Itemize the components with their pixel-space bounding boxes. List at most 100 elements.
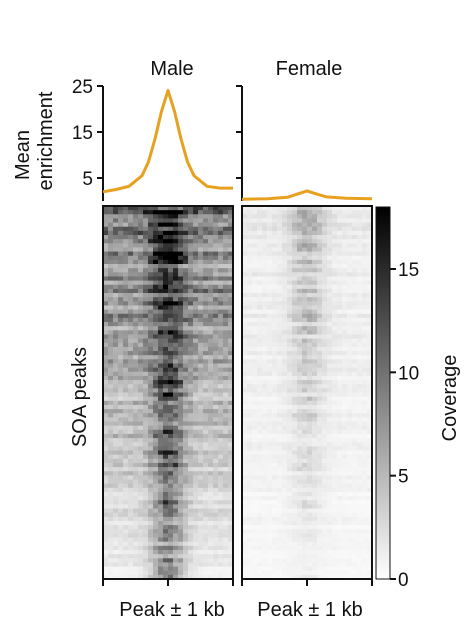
heatmap-cell xyxy=(183,251,189,257)
heatmap-cell xyxy=(128,446,134,451)
heatmap-cell xyxy=(302,413,308,418)
heatmap-cell xyxy=(252,346,258,352)
heatmap-cell xyxy=(252,317,258,323)
heatmap-cell xyxy=(247,409,253,414)
heatmap-cell xyxy=(302,392,308,398)
heatmap-cell xyxy=(262,392,268,398)
heatmap-cell xyxy=(307,235,313,240)
heatmap-cell xyxy=(242,338,248,344)
heatmap-cell xyxy=(362,512,368,518)
heatmap-cell xyxy=(123,471,129,476)
heatmap-cell xyxy=(178,516,184,522)
heatmap-cell xyxy=(322,454,328,460)
heatmap-cell xyxy=(138,508,144,514)
heatmap-cell xyxy=(302,541,308,547)
heatmap-cell xyxy=(143,438,149,443)
heatmap-cell xyxy=(218,570,224,576)
heatmap-cell xyxy=(218,462,224,468)
heatmap-cell xyxy=(277,520,283,526)
heatmap-cell xyxy=(322,218,328,223)
heatmap-cell xyxy=(267,533,273,538)
heatmap-cell xyxy=(193,483,199,489)
heatmap-cell xyxy=(272,462,278,468)
heatmap-cell xyxy=(357,355,363,360)
heatmap-cell xyxy=(252,309,258,315)
heatmap-cell xyxy=(118,284,124,290)
heatmap-cell xyxy=(242,541,248,547)
heatmap-cell xyxy=(367,326,373,331)
heatmap-cell xyxy=(252,467,258,472)
heatmap-cell xyxy=(332,235,338,240)
heatmap-cell xyxy=(188,313,194,319)
heatmap-cell xyxy=(352,462,358,468)
heatmap-cell xyxy=(123,222,129,228)
heatmap-cell xyxy=(198,479,204,485)
heatmap-cell xyxy=(362,334,368,340)
heatmap-cell xyxy=(277,516,283,522)
heatmap-cell xyxy=(352,525,358,530)
heatmap-cell xyxy=(203,471,209,476)
heatmap-cell xyxy=(133,235,139,240)
heatmap-cell xyxy=(317,235,323,240)
heatmap-cell xyxy=(252,409,258,414)
heatmap-cell xyxy=(257,512,263,518)
heatmap-cell xyxy=(108,346,114,352)
heatmap-cell xyxy=(168,558,174,563)
heatmap-cell xyxy=(223,421,229,427)
heatmap-cell xyxy=(267,512,273,518)
heatmap-cell xyxy=(252,417,258,422)
heatmap-cell xyxy=(168,491,174,497)
heatmap-cell xyxy=(108,508,114,514)
heatmap-cell xyxy=(178,305,184,311)
heatmap-cell xyxy=(317,288,323,294)
heatmap-cell xyxy=(158,508,164,514)
heatmap-cell xyxy=(302,268,308,273)
heatmap-cell xyxy=(168,479,174,485)
heatmap-cell xyxy=(128,375,134,381)
heatmap-cell xyxy=(242,483,248,489)
heatmap-cell xyxy=(257,288,263,294)
heatmap-cell xyxy=(118,235,124,240)
heatmap-cell xyxy=(228,388,234,393)
heatmap-cell xyxy=(342,533,348,538)
heatmap-cell xyxy=(108,218,114,223)
heatmap-cell xyxy=(342,326,348,331)
heatmap-cell xyxy=(252,475,258,480)
heatmap-cell xyxy=(332,210,338,215)
heatmap-cell xyxy=(327,206,333,211)
heatmap-cell xyxy=(183,475,189,480)
heatmap-cell xyxy=(108,288,114,294)
heatmap-cell xyxy=(257,226,263,232)
heatmap-cell xyxy=(143,342,149,348)
heatmap-cell xyxy=(173,375,179,381)
heatmap-cell xyxy=(173,247,179,252)
heatmap-cell xyxy=(143,293,149,298)
heatmap-cell xyxy=(272,338,278,344)
heatmap-cell xyxy=(213,529,219,534)
heatmap-cell xyxy=(367,359,373,364)
heatmap-cell xyxy=(143,230,149,236)
heatmap-cell xyxy=(118,574,124,580)
heatmap-cell xyxy=(332,487,338,493)
heatmap-cell xyxy=(252,280,258,286)
heatmap-cell xyxy=(322,338,328,344)
heatmap-cell xyxy=(228,458,234,464)
heatmap-cell xyxy=(168,541,174,547)
heatmap-cell xyxy=(123,549,129,555)
heatmap-cell xyxy=(337,338,343,344)
heatmap-cell xyxy=(327,500,333,505)
heatmap-cell xyxy=(158,496,164,501)
heatmap-cell xyxy=(322,214,328,219)
heatmap-cell xyxy=(193,297,199,302)
heatmap-cell xyxy=(322,516,328,522)
heatmap-cell xyxy=(228,433,234,439)
heatmap-cell xyxy=(143,317,149,323)
heatmap-cell xyxy=(252,566,258,572)
heatmap-cell xyxy=(213,276,219,281)
heatmap-cell xyxy=(317,380,323,385)
heatmap-cell xyxy=(342,363,348,369)
heatmap-cell xyxy=(193,496,199,501)
heatmap-cell xyxy=(208,512,214,518)
heatmap-cell xyxy=(138,500,144,505)
heatmap-cell xyxy=(128,516,134,522)
